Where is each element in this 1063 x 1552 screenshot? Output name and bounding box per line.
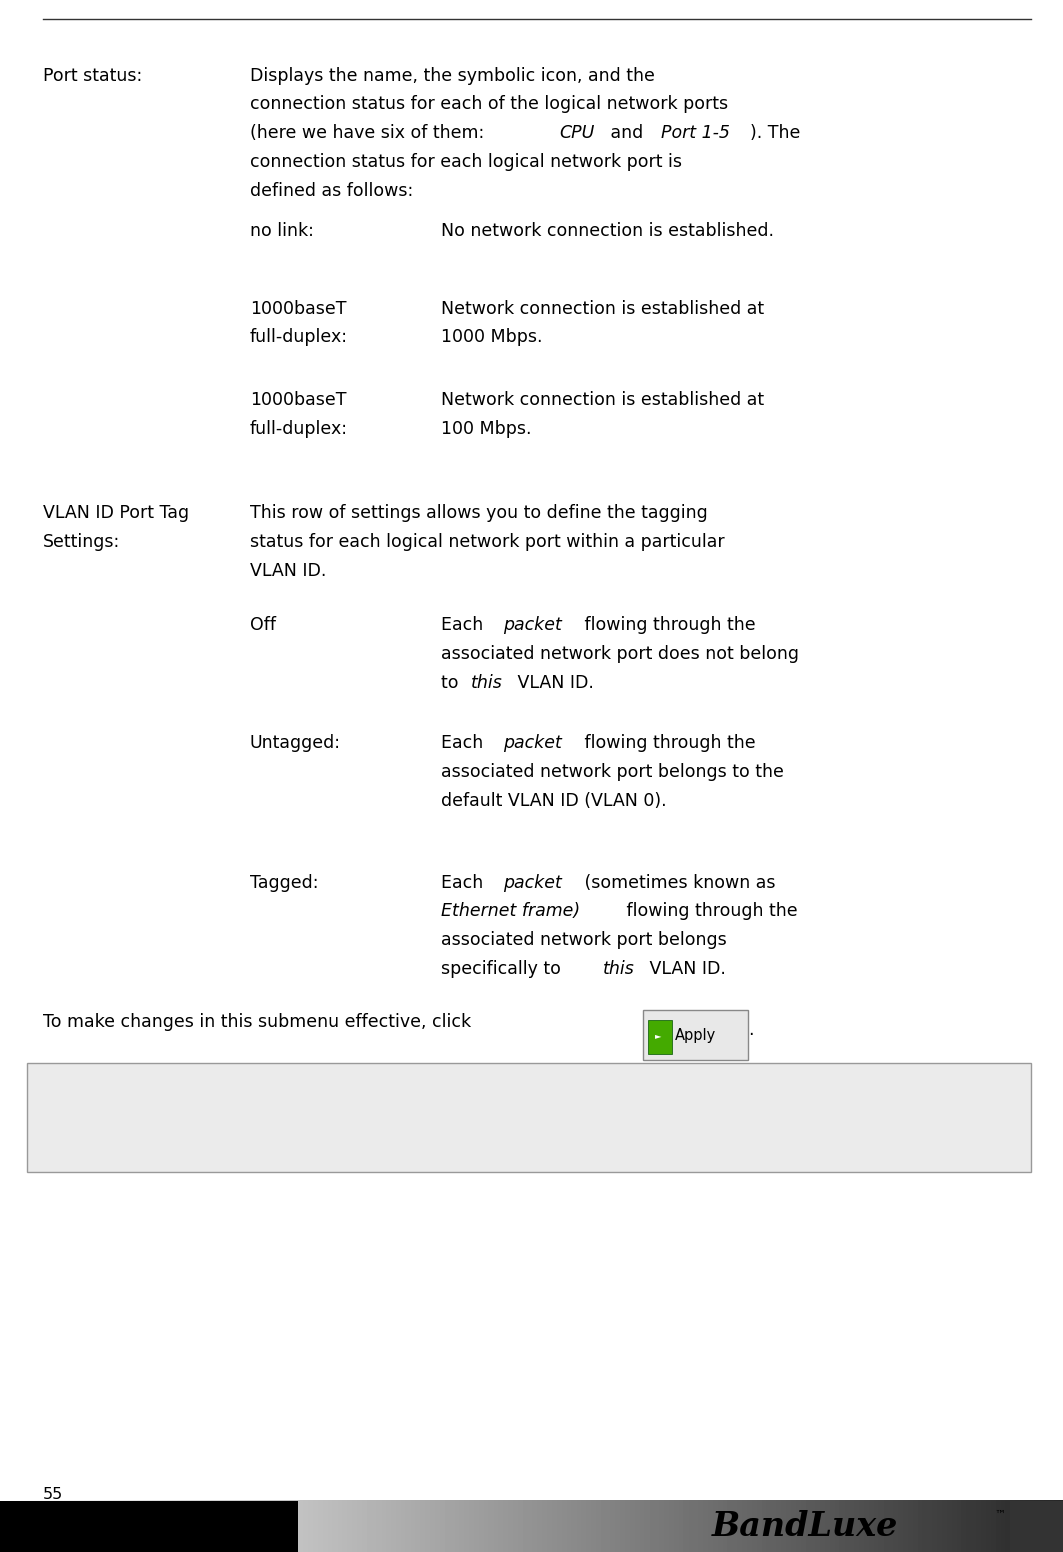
Text: and: and — [605, 124, 648, 143]
Text: ). The: ). The — [750, 124, 800, 143]
Text: This row of settings allows you to define the tagging: This row of settings allows you to defin… — [250, 504, 708, 523]
Text: status for each logical network port within a particular: status for each logical network port wit… — [250, 532, 724, 551]
Text: to: to — [441, 674, 465, 692]
Text: Each: Each — [441, 734, 489, 753]
Text: Ethernet frame): Ethernet frame) — [441, 903, 580, 920]
Text: Each: Each — [441, 616, 489, 635]
Text: connection status for each logical network port is: connection status for each logical netwo… — [250, 154, 681, 171]
Text: connection status for each of the logical network ports: connection status for each of the logica… — [250, 96, 728, 113]
Text: Network connection is established at: Network connection is established at — [441, 300, 764, 318]
Text: Displays the name, the symbolic icon, and the: Displays the name, the symbolic icon, an… — [250, 67, 655, 85]
Text: VLAN ID.: VLAN ID. — [511, 674, 593, 692]
Text: packet: packet — [503, 734, 561, 753]
Bar — [0, 1501, 298, 1552]
Text: (sometimes known as: (sometimes known as — [578, 874, 775, 892]
Text: specifically to: specifically to — [441, 959, 567, 978]
Text: packet: packet — [503, 616, 561, 635]
Text: associated network port does not belong: associated network port does not belong — [441, 646, 799, 663]
Text: No network connection is established.: No network connection is established. — [441, 222, 774, 241]
Text: no link:: no link: — [250, 222, 314, 241]
Text: Ethernet frame: Ethernet frame — [154, 1111, 287, 1128]
Text: flowing through the: flowing through the — [621, 903, 797, 920]
Text: Untagged:: Untagged: — [250, 734, 341, 753]
Text: Apply: Apply — [675, 1027, 716, 1043]
Text: flowing through the: flowing through the — [578, 616, 756, 635]
Text: ™: ™ — [994, 1510, 1005, 1519]
Text: packet: packet — [503, 874, 561, 892]
Text: To make changes in this submenu effective, click: To make changes in this submenu effectiv… — [43, 1013, 471, 1032]
Text: defined as follows:: defined as follows: — [250, 182, 414, 200]
Text: 1000 Mbps.: 1000 Mbps. — [441, 327, 542, 346]
Text: this: this — [471, 674, 503, 692]
Text: Note:: Note: — [51, 1082, 105, 1100]
Text: this: this — [603, 959, 635, 978]
Text: Each: Each — [441, 874, 489, 892]
Text: BandLuxe: BandLuxe — [712, 1510, 898, 1543]
Text: Settings:: Settings: — [43, 532, 120, 551]
Text: VLAN ID Port Tag: VLAN ID Port Tag — [43, 504, 188, 523]
Text: associated network port belongs to the: associated network port belongs to the — [441, 762, 784, 781]
Text: Port status:: Port status: — [43, 67, 141, 85]
Text: default VLAN ID (VLAN 0).: default VLAN ID (VLAN 0). — [441, 792, 667, 810]
Text: CPU: CPU — [559, 124, 594, 143]
Text: flowing through the: flowing through the — [578, 734, 756, 753]
Text: full-duplex:: full-duplex: — [250, 327, 348, 346]
FancyBboxPatch shape — [643, 1010, 748, 1060]
Text: A: A — [154, 1082, 171, 1100]
FancyBboxPatch shape — [648, 1020, 672, 1054]
Text: 100 Mbps.: 100 Mbps. — [441, 421, 532, 438]
Text: Port 1-5: Port 1-5 — [661, 124, 730, 143]
Text: associated network port belongs: associated network port belongs — [441, 931, 727, 950]
Text: (here we have six of them:: (here we have six of them: — [250, 124, 490, 143]
Text: Off: Off — [250, 616, 275, 635]
Bar — [1010, 1501, 1063, 1552]
Text: 55: 55 — [43, 1487, 63, 1502]
Text: full-duplex:: full-duplex: — [250, 421, 348, 438]
Text: is an unit of network data and is sometimes known as an: is an unit of network data and is someti… — [253, 1082, 755, 1100]
FancyBboxPatch shape — [27, 1063, 1031, 1172]
Text: Tagged:: Tagged: — [250, 874, 318, 892]
Text: ►: ► — [655, 1031, 661, 1040]
Text: packet: packet — [176, 1082, 235, 1100]
Text: VLAN ID.: VLAN ID. — [250, 562, 326, 580]
Text: VLAN ID.: VLAN ID. — [644, 959, 726, 978]
Text: .: . — [748, 1021, 754, 1040]
Text: 1000baseT: 1000baseT — [250, 391, 347, 410]
Text: Network connection is established at: Network connection is established at — [441, 391, 764, 410]
Text: 1000baseT: 1000baseT — [250, 300, 347, 318]
Text: or a: or a — [325, 1111, 370, 1128]
Text: .: . — [450, 1111, 455, 1128]
Text: frame: frame — [383, 1111, 435, 1128]
